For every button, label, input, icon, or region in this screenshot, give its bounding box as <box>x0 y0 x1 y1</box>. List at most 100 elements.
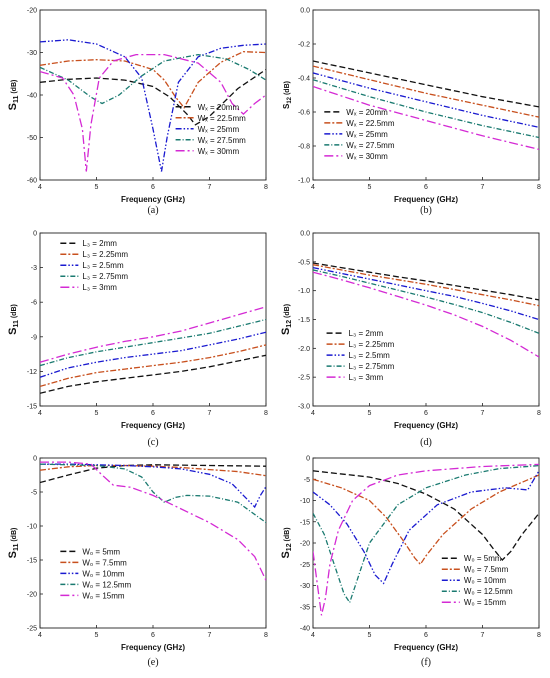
legend-entry: Wₓ = 27.5mm <box>346 141 395 150</box>
x-axis-label: Frequency (GHz) <box>121 643 185 652</box>
x-tick-label: 4 <box>38 410 42 417</box>
y-tick-label: -40 <box>27 93 37 100</box>
series-line-3 <box>313 266 539 321</box>
series-line-4 <box>40 318 266 367</box>
legend-entry: W₀ = 7.5mm <box>464 565 509 574</box>
series-line-3 <box>313 470 539 585</box>
y-tick-label: 0.0 <box>300 231 310 238</box>
legend-entry: W₀ = 7.5mm <box>82 558 127 567</box>
series-line-2 <box>313 474 539 566</box>
legend-entry: L₃ = 2.75mm <box>349 362 395 371</box>
legend-entry: Wₓ = 20mm <box>198 103 240 112</box>
y-axis-label: S11 (dB) <box>7 528 20 559</box>
legend-entry: Wₓ = 25mm <box>346 130 388 139</box>
x-axis-label: Frequency (GHz) <box>394 421 458 430</box>
series-line-1 <box>313 60 539 108</box>
x-tick-label: 7 <box>208 184 212 191</box>
y-tick-label: -12 <box>27 369 37 376</box>
y-tick-label: -20 <box>27 8 37 15</box>
legend-entry: L₃ = 2.5mm <box>82 261 124 270</box>
series-line-5 <box>313 85 539 151</box>
legend-entry: L₃ = 2.25mm <box>82 250 128 259</box>
x-tick-label: 4 <box>38 184 42 191</box>
x-tick-label: 8 <box>537 632 541 639</box>
y-tick-label: -3.0 <box>298 404 310 411</box>
x-tick-label: 7 <box>481 184 485 191</box>
series-line-1 <box>40 464 266 484</box>
panel-caption: (a) <box>147 205 158 216</box>
chart-panel-2: 4 5 6 7 8 0.0 -0.2 -0.4 -0.6 -0.8 -1.0 Frequency (G… <box>282 8 541 217</box>
series-line-2 <box>40 344 266 388</box>
y-tick-label: -30 <box>27 50 37 57</box>
x-tick-label: 5 <box>368 184 372 191</box>
y-tick-label: -25 <box>300 562 310 569</box>
chart-panel-4: 4 5 6 7 8 0.0 -0.5 -1.0 -1.5 -2.0 -2.5 -3.0 Frequenc… <box>280 231 541 449</box>
legend: Wₓ = 20mm Wₓ = 22.5mm Wₓ = 25mm Wₓ = 27.5mm… <box>175 103 247 156</box>
y-tick-label: -0.4 <box>298 76 310 83</box>
y-tick-label: -0.5 <box>298 259 310 266</box>
x-tick-label: 8 <box>264 410 268 417</box>
y-tick-label: -20 <box>27 592 37 599</box>
series-line-4 <box>40 463 266 524</box>
legend-entry: W₀ = 5mm <box>464 554 502 563</box>
series-line-3 <box>40 331 266 378</box>
x-axis-label: Frequency (GHz) <box>394 195 458 204</box>
x-tick-label: 7 <box>208 410 212 417</box>
y-tick-label: -0.6 <box>298 110 310 117</box>
y-tick-label: -35 <box>300 604 310 611</box>
legend-entry: L₃ = 2.75mm <box>82 272 128 281</box>
y-tick-label: -50 <box>27 135 37 142</box>
series-line-3 <box>313 72 539 128</box>
y-tick-label: -1.0 <box>298 288 310 295</box>
x-tick-label: 4 <box>311 632 315 639</box>
series-line-2 <box>313 65 539 118</box>
y-tick-label: 0 <box>33 456 37 463</box>
legend: L₃ = 2mm L₃ = 2.25mm L₃ = 2.5mm L₃ = 2.75mm… <box>326 329 395 382</box>
series-line-1 <box>40 354 266 394</box>
x-tick-label: 4 <box>38 632 42 639</box>
y-axis-label: S11 (dB) <box>7 80 20 111</box>
x-tick-label: 6 <box>151 410 155 417</box>
legend-entry: L₃ = 2.25mm <box>349 340 395 349</box>
y-tick-label: -60 <box>27 178 37 185</box>
series-line-3 <box>40 39 266 172</box>
y-tick-label: -1.5 <box>298 317 310 324</box>
legend: L₃ = 2mm L₃ = 2.25mm L₃ = 2.5mm L₃ = 2.75mm… <box>60 239 128 292</box>
legend-entry: Wₓ = 25mm <box>198 125 240 134</box>
y-tick-label: -40 <box>300 626 310 633</box>
x-tick-label: 6 <box>151 184 155 191</box>
legend: Wₓ = 20mm Wₓ = 22.5mm Wₓ = 25mm Wₓ = 27.5mm… <box>324 108 395 161</box>
y-axis-label: S12 (dB) <box>280 527 293 558</box>
y-tick-label: 0.0 <box>300 8 310 15</box>
series-line-2 <box>313 264 539 307</box>
series-line-1 <box>313 470 539 561</box>
legend-entry: W₀ = 12.5mm <box>464 587 513 596</box>
legend-entry: L₃ = 2mm <box>349 329 384 338</box>
legend-entry: Wₓ = 22.5mm <box>346 119 395 128</box>
legend-entry: W₀ = 5mm <box>82 547 120 556</box>
x-tick-label: 6 <box>424 410 428 417</box>
series-line-5 <box>40 461 266 581</box>
chart-panel-6: 4 5 6 7 8 0 -5 -10 -15 -20 -25 -30 -35 -40 Frequency (… <box>280 456 541 669</box>
series-line-4 <box>40 53 266 105</box>
legend: W₀ = 5mm W₀ = 7.5mm W₀ = 10mm W₀ = 12.5mm W₀… <box>441 554 513 607</box>
plot-frame <box>39 232 267 407</box>
legend: W₀ = 5mm W₀ = 7.5mm W₀ = 10mm W₀ = 12.5mm W₀… <box>60 547 132 600</box>
legend-entry: W₀ = 12.5mm <box>82 580 131 589</box>
series-line-4 <box>313 79 539 139</box>
x-tick-label: 5 <box>95 632 99 639</box>
x-tick-label: 8 <box>537 410 541 417</box>
x-axis-label: Frequency (GHz) <box>121 195 185 204</box>
x-tick-label: 5 <box>95 184 99 191</box>
x-tick-label: 8 <box>264 632 268 639</box>
x-axis-label: Frequency (GHz) <box>121 421 185 430</box>
legend-entry: Wₓ = 22.5mm <box>198 114 247 123</box>
series-line-5 <box>40 306 266 363</box>
y-tick-label: -15 <box>27 404 37 411</box>
series-line-4 <box>313 464 539 604</box>
chart-panel-1: 4 5 6 7 8 -20 -30 -40 -50 -60 Frequency (GHz) S11 (… <box>7 8 268 217</box>
x-tick-label: 6 <box>151 632 155 639</box>
x-tick-label: 8 <box>264 184 268 191</box>
legend-entry: Wₓ = 27.5mm <box>198 136 247 145</box>
chart-panel-3: 4 5 6 7 8 0 -3 -6 -9 -12 -15 Frequency (GHz) S11 (dB… <box>7 231 268 449</box>
